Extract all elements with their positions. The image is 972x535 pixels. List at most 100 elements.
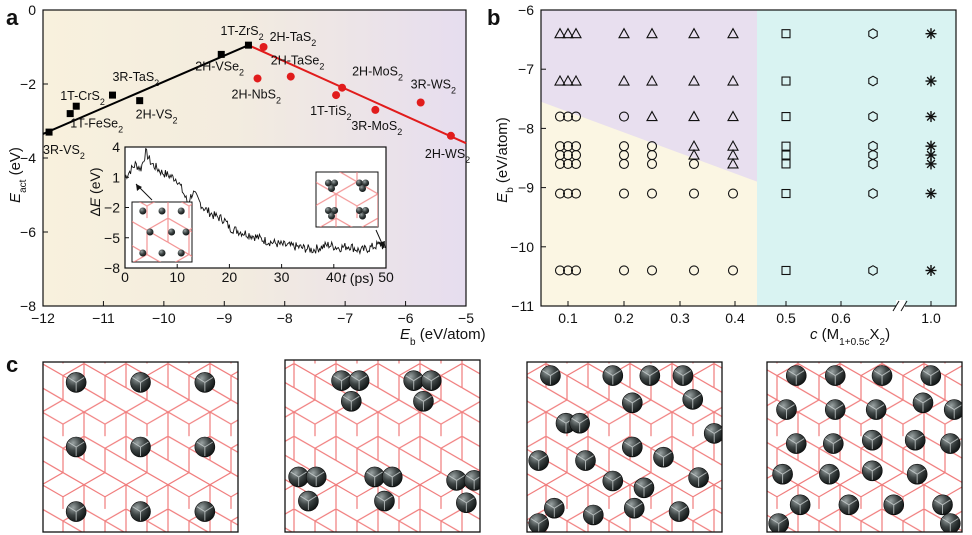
asterisk-marker (925, 264, 937, 276)
bond-line (75, 441, 85, 448)
atom-bonds (655, 451, 672, 467)
atom-bonds (908, 468, 926, 484)
lattice-frame (526, 361, 723, 533)
bond-line (204, 506, 214, 513)
mini-atom (324, 207, 332, 214)
circle-marker (646, 158, 658, 169)
panel-b-region-cyan (757, 10, 956, 306)
atom-bonds (422, 375, 440, 390)
atom-bonds (196, 506, 214, 521)
mini-atom (168, 228, 176, 236)
panel-c-structures (42, 359, 963, 533)
bond-line (391, 471, 401, 478)
x-tick-label: −6 (398, 310, 414, 326)
square-marker (781, 141, 791, 151)
point-label: 1T-CrS2 (60, 89, 105, 107)
panel-b-label: b (487, 5, 500, 30)
hexagon-marker (868, 28, 878, 40)
atom-bonds (604, 475, 622, 490)
bond-line (787, 370, 797, 377)
x-tick-label: 0.5 (776, 310, 796, 326)
bond-line (530, 518, 539, 524)
circle-marker (570, 158, 582, 169)
atom-bonds (778, 404, 795, 419)
bond-line (546, 502, 555, 509)
bond-line (873, 370, 883, 377)
x-tick-label: 0.2 (614, 310, 634, 326)
bond-line (465, 474, 475, 481)
atom-bonds (787, 370, 805, 385)
bond-line (132, 441, 141, 448)
x-tick-label: 0.4 (725, 310, 745, 326)
bond-line (655, 451, 664, 458)
triangle-marker (570, 74, 582, 86)
mini-atom (362, 207, 370, 214)
y-tick-label: 0 (28, 2, 36, 18)
atom-bonds (67, 441, 85, 456)
bond-line (384, 495, 393, 502)
bond-line (132, 376, 141, 383)
bond-line (557, 417, 567, 424)
square-marker (781, 112, 791, 122)
circle-marker (562, 265, 574, 276)
inset-y-tick-label: 1 (112, 169, 120, 185)
bond-line (67, 506, 77, 513)
metal-atom (703, 423, 722, 444)
atom-bonds (366, 471, 383, 486)
atom-bonds (791, 499, 809, 514)
panel-b-frame (540, 9, 957, 307)
bond-line (885, 499, 895, 506)
inset-x-tick-label: 10 (169, 269, 185, 285)
data-point-circle (371, 105, 380, 114)
mini-atom (324, 179, 332, 187)
data-point-circle (416, 98, 425, 107)
bond-line (778, 518, 787, 524)
y-tick-label: −8 (20, 298, 36, 314)
inset-x-title: t (ps) (342, 270, 374, 286)
bond-line (343, 395, 352, 402)
data-point-square (72, 102, 80, 110)
triangle-marker (562, 27, 574, 39)
bond-line (908, 468, 918, 475)
atom-bonds (914, 397, 932, 412)
atom-bonds (530, 455, 547, 470)
bond-line (538, 518, 547, 524)
bond-line (132, 506, 141, 513)
data-point-circle (259, 43, 268, 51)
inset-energy-trace (124, 147, 386, 255)
point-label: 3R-VS2 (43, 143, 85, 161)
lattice-structure-3 (526, 361, 723, 533)
bond-line (358, 375, 368, 382)
asterisk-stroke (926, 76, 936, 86)
atom-bonds (383, 471, 401, 486)
mini-atom (139, 207, 147, 215)
bond-line (950, 438, 959, 445)
mini-atom (158, 207, 166, 215)
atom-bonds (864, 465, 881, 480)
asterisk-stroke (926, 150, 936, 160)
inset-x-tick-label: 0 (121, 269, 129, 285)
bond-line (140, 506, 149, 513)
bond-line (649, 370, 659, 377)
triangle-marker (618, 74, 630, 86)
bond-line (635, 482, 645, 489)
asterisk-stroke (926, 29, 936, 39)
x-tick-label: −7 (337, 310, 353, 326)
bond-line (593, 509, 602, 516)
metal-atom (463, 470, 480, 491)
bond-line (341, 375, 350, 382)
asterisk-marker (925, 75, 937, 87)
atom-bonds (624, 441, 641, 456)
data-point-square (136, 97, 144, 105)
bond-line (75, 376, 85, 383)
square-marker (781, 150, 791, 160)
hexagon-marker (868, 158, 878, 170)
triangle-marker (646, 110, 658, 122)
bond-line (456, 474, 465, 481)
bond-line (682, 370, 692, 377)
bond-line (75, 506, 85, 513)
bond-line (643, 482, 653, 489)
bond-line (624, 397, 633, 404)
lattice-frame (284, 359, 481, 533)
atom-bonds (132, 376, 149, 392)
